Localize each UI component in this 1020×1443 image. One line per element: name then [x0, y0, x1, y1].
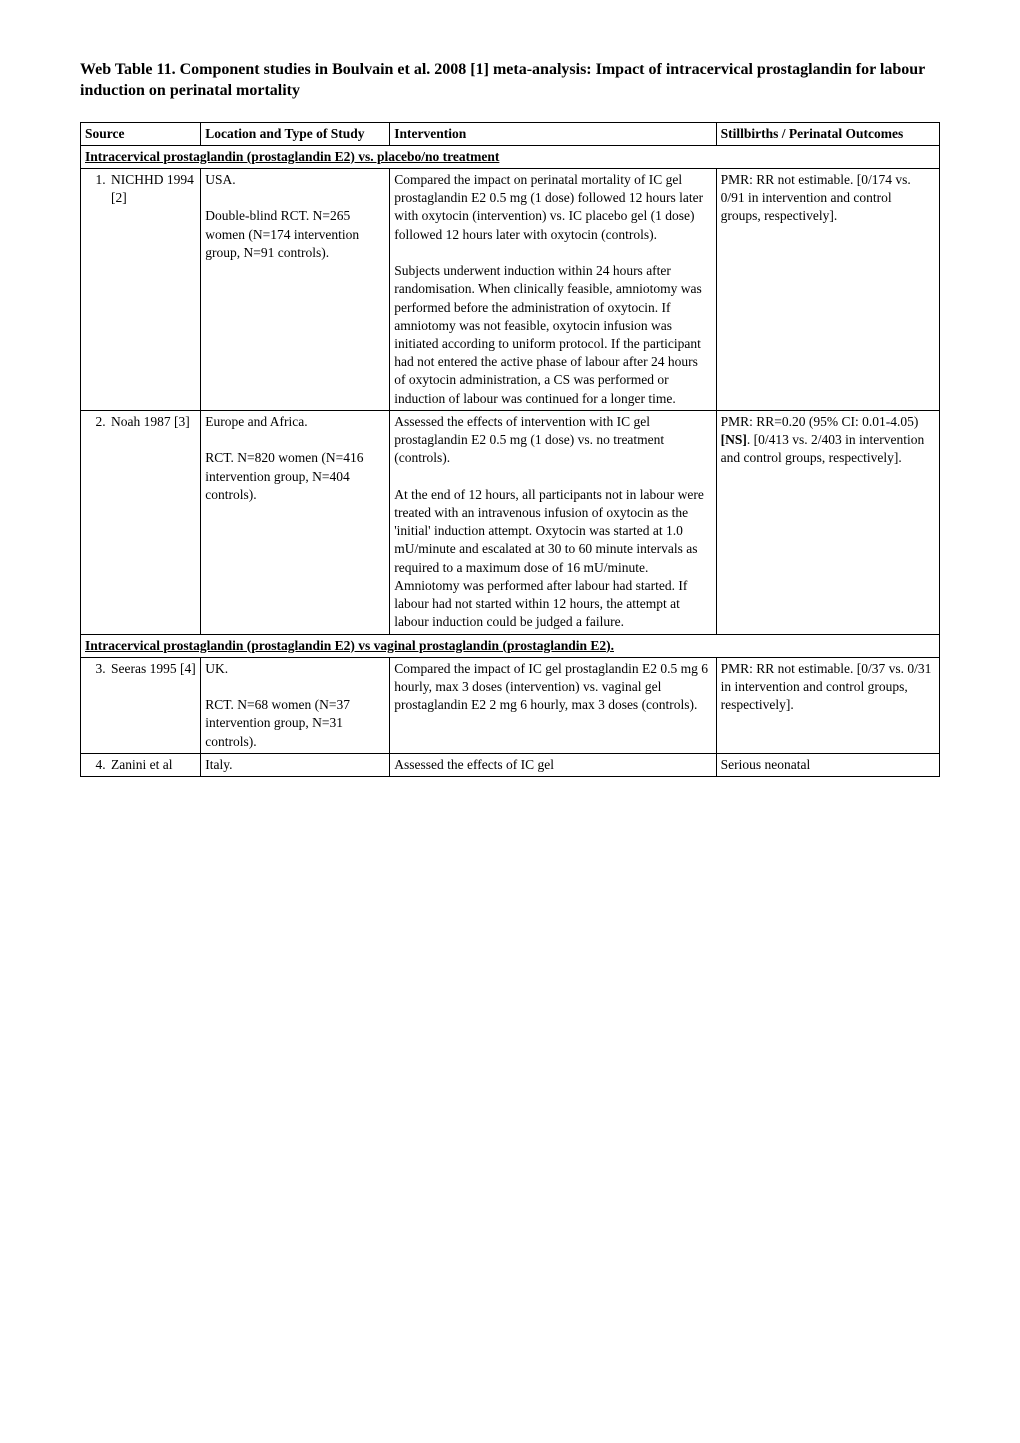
- outcomes-text-pre: PMR: RR=0.20 (95% CI: 0.01-4.05): [721, 414, 919, 429]
- header-location: Location and Type of Study: [201, 122, 390, 145]
- section-row-2: Intracervical prostaglandin (prostagland…: [81, 634, 940, 657]
- cell-source: NICHHD 1994 [2]: [81, 169, 201, 411]
- outcomes-text-bold: [NS]: [721, 432, 747, 447]
- section-2-label: Intracervical prostaglandin (prostagland…: [85, 638, 614, 653]
- cell-intervention: Compared the impact of IC gel prostaglan…: [390, 657, 716, 753]
- table-row: Seeras 1995 [4] UK. RCT. N=68 women (N=3…: [81, 657, 940, 753]
- cell-intervention: Assessed the effects of IC gel: [390, 753, 716, 776]
- cell-source: Noah 1987 [3]: [81, 410, 201, 634]
- studies-table: Source Location and Type of Study Interv…: [80, 122, 940, 777]
- cell-location: Europe and Africa. RCT. N=820 women (N=4…: [201, 410, 390, 634]
- cell-location: USA. Double-blind RCT. N=265 women (N=17…: [201, 169, 390, 411]
- source-item: NICHHD 1994 [2]: [109, 171, 196, 207]
- section-1-label: Intracervical prostaglandin (prostagland…: [85, 149, 499, 164]
- header-source: Source: [81, 122, 201, 145]
- section-row-1: Intracervical prostaglandin (prostagland…: [81, 145, 940, 168]
- table-row: NICHHD 1994 [2] USA. Double-blind RCT. N…: [81, 169, 940, 411]
- cell-outcomes: PMR: RR=0.20 (95% CI: 0.01-4.05) [NS]. […: [716, 410, 939, 634]
- cell-outcomes: PMR: RR not estimable. [0/174 vs. 0/91 i…: [716, 169, 939, 411]
- source-item: Seeras 1995 [4]: [109, 660, 196, 678]
- cell-outcomes: PMR: RR not estimable. [0/37 vs. 0/31 in…: [716, 657, 939, 753]
- source-item: Zanini et al: [109, 756, 196, 774]
- table-header-row: Source Location and Type of Study Interv…: [81, 122, 940, 145]
- table-row: Noah 1987 [3] Europe and Africa. RCT. N=…: [81, 410, 940, 634]
- table-title: Web Table 11. Component studies in Boulv…: [80, 60, 940, 102]
- table-row: Zanini et al Italy. Assessed the effects…: [81, 753, 940, 776]
- cell-source: Seeras 1995 [4]: [81, 657, 201, 753]
- cell-intervention: Compared the impact on perinatal mortali…: [390, 169, 716, 411]
- header-outcomes: Stillbirths / Perinatal Outcomes: [716, 122, 939, 145]
- cell-intervention: Assessed the effects of intervention wit…: [390, 410, 716, 634]
- header-intervention: Intervention: [390, 122, 716, 145]
- outcomes-text-post: . [0/413 vs. 2/403 in intervention and c…: [721, 432, 925, 465]
- cell-outcomes: Serious neonatal: [716, 753, 939, 776]
- cell-location: UK. RCT. N=68 women (N=37 intervention g…: [201, 657, 390, 753]
- cell-location: Italy.: [201, 753, 390, 776]
- source-item: Noah 1987 [3]: [109, 413, 196, 431]
- cell-source: Zanini et al: [81, 753, 201, 776]
